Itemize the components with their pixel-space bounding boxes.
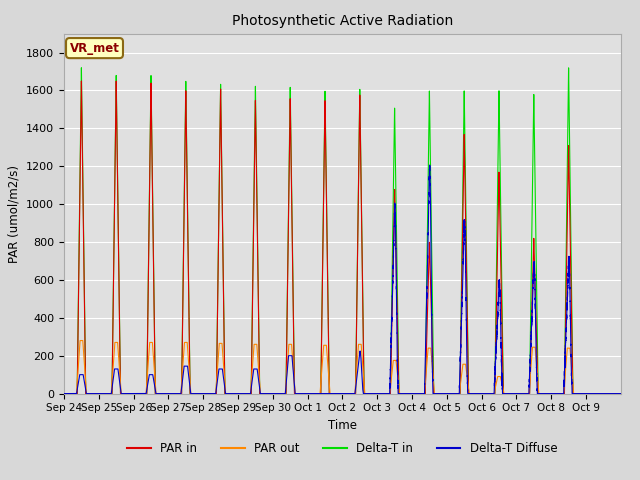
Legend: PAR in, PAR out, Delta-T in, Delta-T Diffuse: PAR in, PAR out, Delta-T in, Delta-T Dif… bbox=[123, 437, 562, 460]
X-axis label: Time: Time bbox=[328, 419, 357, 432]
Title: Photosynthetic Active Radiation: Photosynthetic Active Radiation bbox=[232, 14, 453, 28]
Text: VR_met: VR_met bbox=[70, 42, 120, 55]
Y-axis label: PAR (umol/m2/s): PAR (umol/m2/s) bbox=[8, 165, 20, 263]
